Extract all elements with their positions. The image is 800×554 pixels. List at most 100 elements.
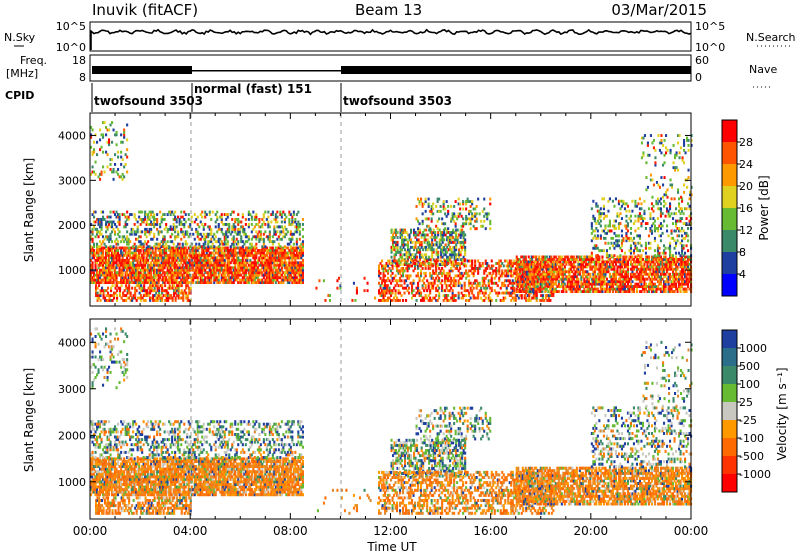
echo-cell (578, 258, 581, 261)
echo-cell (417, 264, 420, 268)
echo-cell (114, 291, 117, 295)
echo-cell (504, 291, 507, 295)
echo-cell (238, 263, 241, 267)
echo-cell (105, 266, 108, 270)
echo-cell (213, 256, 216, 260)
echo-cell (211, 210, 214, 214)
echo-cell (540, 294, 543, 297)
echo-cell (568, 272, 571, 276)
echo-cell (572, 272, 575, 276)
echo-cell (163, 276, 166, 280)
echo-cell (300, 256, 303, 260)
echo-cell (133, 215, 136, 219)
echo-cell (447, 299, 450, 302)
echo-cell (187, 263, 190, 267)
echo-cell (109, 215, 112, 219)
echo-cell (481, 299, 484, 302)
echo-cell (510, 294, 513, 297)
echo-cell (213, 232, 216, 236)
echo-cell (141, 296, 144, 300)
echo-cell (231, 266, 234, 270)
echo-cell (457, 294, 460, 297)
echo-cell (108, 140, 111, 144)
echo-cell (424, 284, 427, 288)
echo-cell (388, 279, 391, 283)
echo-cell (471, 214, 474, 218)
echo-cell (93, 220, 96, 224)
echo-cell (427, 281, 430, 285)
echo-cell (258, 281, 261, 284)
echo-cell (526, 282, 529, 286)
echo-cell (105, 225, 108, 229)
echo-cell (115, 249, 118, 252)
echo-cell (198, 281, 201, 284)
echo-cell (214, 273, 217, 277)
echo-cell (535, 299, 538, 302)
echo-cell (283, 232, 286, 236)
echo-cell (220, 273, 223, 277)
echo-cell (524, 267, 527, 271)
echo-cell (502, 264, 505, 268)
echo-cell (183, 289, 186, 293)
echo-cell (198, 232, 201, 236)
echo-cell (106, 263, 109, 267)
echo-cell (187, 266, 190, 270)
echo-cell (192, 278, 195, 282)
echo-cell (471, 271, 474, 275)
echo-cell (195, 273, 198, 277)
echo-cell (150, 278, 153, 282)
echo-cell (471, 284, 474, 288)
echo-cell (521, 280, 524, 284)
echo-cell (446, 238, 449, 242)
echo-cell (572, 258, 575, 261)
echo-cell (285, 266, 288, 270)
echo-cell (144, 251, 147, 255)
echo-cell (407, 248, 410, 252)
echo-cell (569, 265, 572, 269)
echo-cell (150, 284, 153, 288)
echo-cell (297, 225, 300, 229)
echo-cell (124, 271, 127, 275)
echo-cell (462, 294, 465, 297)
echo-cell (130, 256, 133, 260)
echo-cell (182, 296, 185, 300)
echo-cell (539, 267, 542, 271)
echo-cell (437, 255, 440, 259)
echo-cell (123, 175, 126, 179)
echo-cell (223, 249, 226, 252)
echo-cell (232, 278, 235, 282)
echo-cell (580, 282, 583, 286)
echo-cell (294, 276, 297, 280)
echo-cell (521, 277, 524, 281)
echo-cell (443, 245, 446, 249)
echo-cell (247, 263, 250, 267)
echo-cell (551, 287, 554, 291)
echo-cell (399, 263, 402, 266)
echo-cell (384, 274, 387, 278)
echo-cell (186, 242, 189, 246)
echo-cell (144, 213, 147, 216)
echo-cell (256, 268, 259, 272)
echo-cell (169, 271, 172, 275)
echo-cell (431, 233, 434, 237)
echo-cell (91, 128, 94, 132)
echo-cell (178, 249, 181, 252)
echo-cell (498, 262, 501, 265)
echo-cell (267, 225, 270, 229)
echo-cell (477, 284, 480, 288)
echo-cell (210, 251, 213, 255)
echo-cell (97, 271, 100, 275)
echo-cell (400, 294, 403, 297)
echo-cell (249, 273, 252, 277)
echo-cell (175, 276, 178, 280)
echo-cell (192, 249, 195, 252)
echo-cell (219, 246, 222, 250)
echo-cell (298, 281, 301, 284)
echo-cell (238, 258, 241, 262)
echo-cell (173, 294, 176, 297)
echo-cell (592, 287, 595, 291)
echo-cell (91, 281, 94, 284)
echo-cell (586, 255, 589, 259)
echo-cell (153, 232, 156, 236)
echo-cell (584, 280, 587, 284)
